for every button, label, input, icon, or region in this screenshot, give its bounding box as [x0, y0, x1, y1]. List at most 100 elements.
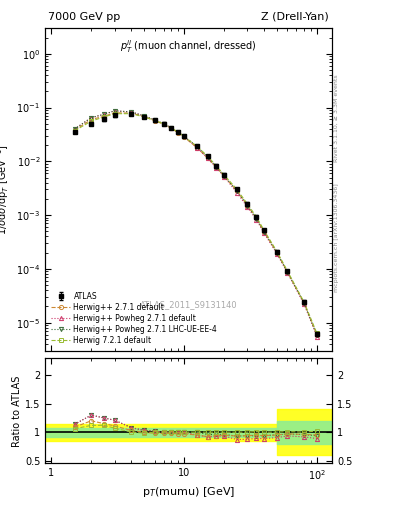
Herwig++ Powheg 2.7.1 LHC-UE-EE-4	[102, 111, 107, 117]
Herwig++ Powheg 2.7.1 default	[112, 108, 117, 114]
Herwig++ Powheg 2.7.1 default	[302, 301, 307, 307]
Text: Rivet 3.1.10, ≥ 3.3M events: Rivet 3.1.10, ≥ 3.3M events	[334, 75, 339, 162]
Herwig 7.2.1 default	[302, 299, 307, 305]
Herwig 7.2.1 default	[235, 186, 239, 193]
Herwig++ Powheg 2.7.1 LHC-UE-EE-4	[262, 229, 266, 235]
Line: Herwig++ Powheg 2.7.1 default: Herwig++ Powheg 2.7.1 default	[73, 109, 319, 338]
Herwig++ Powheg 2.7.1 LHC-UE-EE-4	[161, 121, 166, 127]
Herwig++ Powheg 2.7.1 LHC-UE-EE-4	[254, 216, 259, 222]
Herwig++ Powheg 2.7.1 LHC-UE-EE-4	[112, 108, 117, 114]
Herwig++ 2.7.1 default	[129, 110, 134, 116]
Y-axis label: Ratio to ATLAS: Ratio to ATLAS	[12, 375, 22, 446]
Line: Herwig++ Powheg 2.7.1 LHC-UE-EE-4: Herwig++ Powheg 2.7.1 LHC-UE-EE-4	[73, 109, 319, 337]
Herwig++ 2.7.1 default	[169, 125, 174, 132]
Herwig 7.2.1 default	[275, 248, 279, 254]
Herwig 7.2.1 default	[195, 143, 199, 150]
Herwig++ 2.7.1 default	[222, 173, 226, 179]
Herwig 7.2.1 default	[129, 111, 134, 117]
Herwig++ 2.7.1 default	[275, 249, 279, 255]
Herwig++ 2.7.1 default	[245, 203, 250, 209]
Herwig++ Powheg 2.7.1 LHC-UE-EE-4	[285, 269, 290, 275]
Herwig++ Powheg 2.7.1 default	[169, 125, 174, 131]
Herwig++ Powheg 2.7.1 default	[72, 126, 77, 132]
Herwig++ Powheg 2.7.1 default	[195, 144, 199, 151]
Herwig++ Powheg 2.7.1 LHC-UE-EE-4	[152, 117, 157, 123]
Herwig++ 2.7.1 default	[195, 144, 199, 151]
Herwig++ 2.7.1 default	[285, 269, 290, 275]
Herwig++ Powheg 2.7.1 default	[275, 251, 279, 257]
Herwig 7.2.1 default	[169, 125, 174, 131]
Herwig++ Powheg 2.7.1 default	[161, 121, 166, 127]
Herwig 7.2.1 default	[72, 127, 77, 134]
Herwig 7.2.1 default	[176, 129, 180, 135]
X-axis label: p$_T$(mumu) [GeV]: p$_T$(mumu) [GeV]	[142, 485, 235, 499]
Herwig++ Powheg 2.7.1 LHC-UE-EE-4	[314, 332, 319, 338]
Text: mcplots.cern.ch [arXiv:1306.3436]: mcplots.cern.ch [arXiv:1306.3436]	[334, 183, 339, 292]
Text: 7000 GeV pp: 7000 GeV pp	[48, 12, 120, 22]
Herwig++ Powheg 2.7.1 default	[254, 217, 259, 223]
Herwig++ Powheg 2.7.1 default	[262, 230, 266, 237]
Herwig++ 2.7.1 default	[161, 121, 166, 127]
Herwig 7.2.1 default	[245, 201, 250, 207]
Herwig 7.2.1 default	[102, 114, 107, 120]
Herwig++ Powheg 2.7.1 default	[222, 174, 226, 180]
Herwig++ Powheg 2.7.1 default	[89, 115, 94, 121]
Herwig 7.2.1 default	[112, 111, 117, 117]
Herwig++ 2.7.1 default	[142, 114, 147, 120]
Herwig 7.2.1 default	[142, 114, 147, 120]
Line: Herwig 7.2.1 default: Herwig 7.2.1 default	[73, 112, 319, 335]
Herwig++ Powheg 2.7.1 default	[129, 109, 134, 115]
Herwig 7.2.1 default	[152, 117, 157, 123]
Line: Herwig++ 2.7.1 default: Herwig++ 2.7.1 default	[73, 111, 319, 337]
Herwig++ 2.7.1 default	[102, 113, 107, 119]
Herwig++ Powheg 2.7.1 default	[152, 117, 157, 123]
Herwig 7.2.1 default	[205, 153, 210, 159]
Herwig++ Powheg 2.7.1 default	[314, 333, 319, 339]
Herwig++ 2.7.1 default	[182, 134, 186, 140]
Herwig++ Powheg 2.7.1 LHC-UE-EE-4	[235, 188, 239, 194]
Herwig++ Powheg 2.7.1 default	[214, 165, 219, 171]
Herwig++ Powheg 2.7.1 LHC-UE-EE-4	[222, 173, 226, 179]
Herwig++ 2.7.1 default	[176, 130, 180, 136]
Herwig++ 2.7.1 default	[235, 188, 239, 194]
Herwig++ 2.7.1 default	[205, 155, 210, 161]
Herwig++ Powheg 2.7.1 default	[176, 129, 180, 135]
Herwig++ Powheg 2.7.1 default	[205, 155, 210, 161]
Herwig++ Powheg 2.7.1 LHC-UE-EE-4	[142, 113, 147, 119]
Herwig++ 2.7.1 default	[214, 164, 219, 170]
Herwig 7.2.1 default	[314, 330, 319, 336]
Herwig 7.2.1 default	[89, 118, 94, 124]
Herwig++ 2.7.1 default	[72, 127, 77, 133]
Herwig++ Powheg 2.7.1 LHC-UE-EE-4	[72, 126, 77, 132]
Herwig++ Powheg 2.7.1 default	[182, 134, 186, 140]
Herwig++ 2.7.1 default	[89, 116, 94, 122]
Herwig++ 2.7.1 default	[302, 300, 307, 306]
Herwig++ 2.7.1 default	[152, 118, 157, 124]
Herwig++ Powheg 2.7.1 LHC-UE-EE-4	[89, 115, 94, 121]
Herwig 7.2.1 default	[182, 134, 186, 140]
Herwig 7.2.1 default	[285, 268, 290, 274]
Herwig 7.2.1 default	[254, 214, 259, 220]
Text: Z (Drell-Yan): Z (Drell-Yan)	[261, 12, 329, 22]
Herwig++ Powheg 2.7.1 default	[245, 204, 250, 210]
Herwig 7.2.1 default	[262, 227, 266, 233]
Y-axis label: 1/$\sigma$d$\sigma$/dp$_T$ [GeV$^{-1}$]: 1/$\sigma$d$\sigma$/dp$_T$ [GeV$^{-1}$]	[0, 144, 11, 235]
Herwig 7.2.1 default	[222, 172, 226, 178]
Herwig++ Powheg 2.7.1 LHC-UE-EE-4	[169, 125, 174, 131]
Herwig++ Powheg 2.7.1 LHC-UE-EE-4	[245, 203, 250, 209]
Herwig++ 2.7.1 default	[112, 110, 117, 116]
Herwig++ Powheg 2.7.1 LHC-UE-EE-4	[275, 249, 279, 255]
Herwig++ 2.7.1 default	[254, 215, 259, 221]
Herwig++ 2.7.1 default	[262, 229, 266, 235]
Herwig++ Powheg 2.7.1 default	[235, 190, 239, 196]
Herwig++ Powheg 2.7.1 LHC-UE-EE-4	[129, 109, 134, 115]
Herwig++ Powheg 2.7.1 LHC-UE-EE-4	[195, 143, 199, 150]
Herwig++ Powheg 2.7.1 LHC-UE-EE-4	[176, 129, 180, 135]
Text: $p_T^{ll}$ (muon channel, dressed): $p_T^{ll}$ (muon channel, dressed)	[120, 38, 257, 55]
Legend: ATLAS, Herwig++ 2.7.1 default, Herwig++ Powheg 2.7.1 default, Herwig++ Powheg 2.: ATLAS, Herwig++ 2.7.1 default, Herwig++ …	[49, 290, 220, 347]
Herwig++ Powheg 2.7.1 LHC-UE-EE-4	[302, 300, 307, 306]
Text: ATLAS_2011_S9131140: ATLAS_2011_S9131140	[140, 300, 237, 309]
Herwig++ Powheg 2.7.1 default	[102, 111, 107, 117]
Herwig++ Powheg 2.7.1 LHC-UE-EE-4	[214, 164, 219, 170]
Herwig 7.2.1 default	[214, 163, 219, 169]
